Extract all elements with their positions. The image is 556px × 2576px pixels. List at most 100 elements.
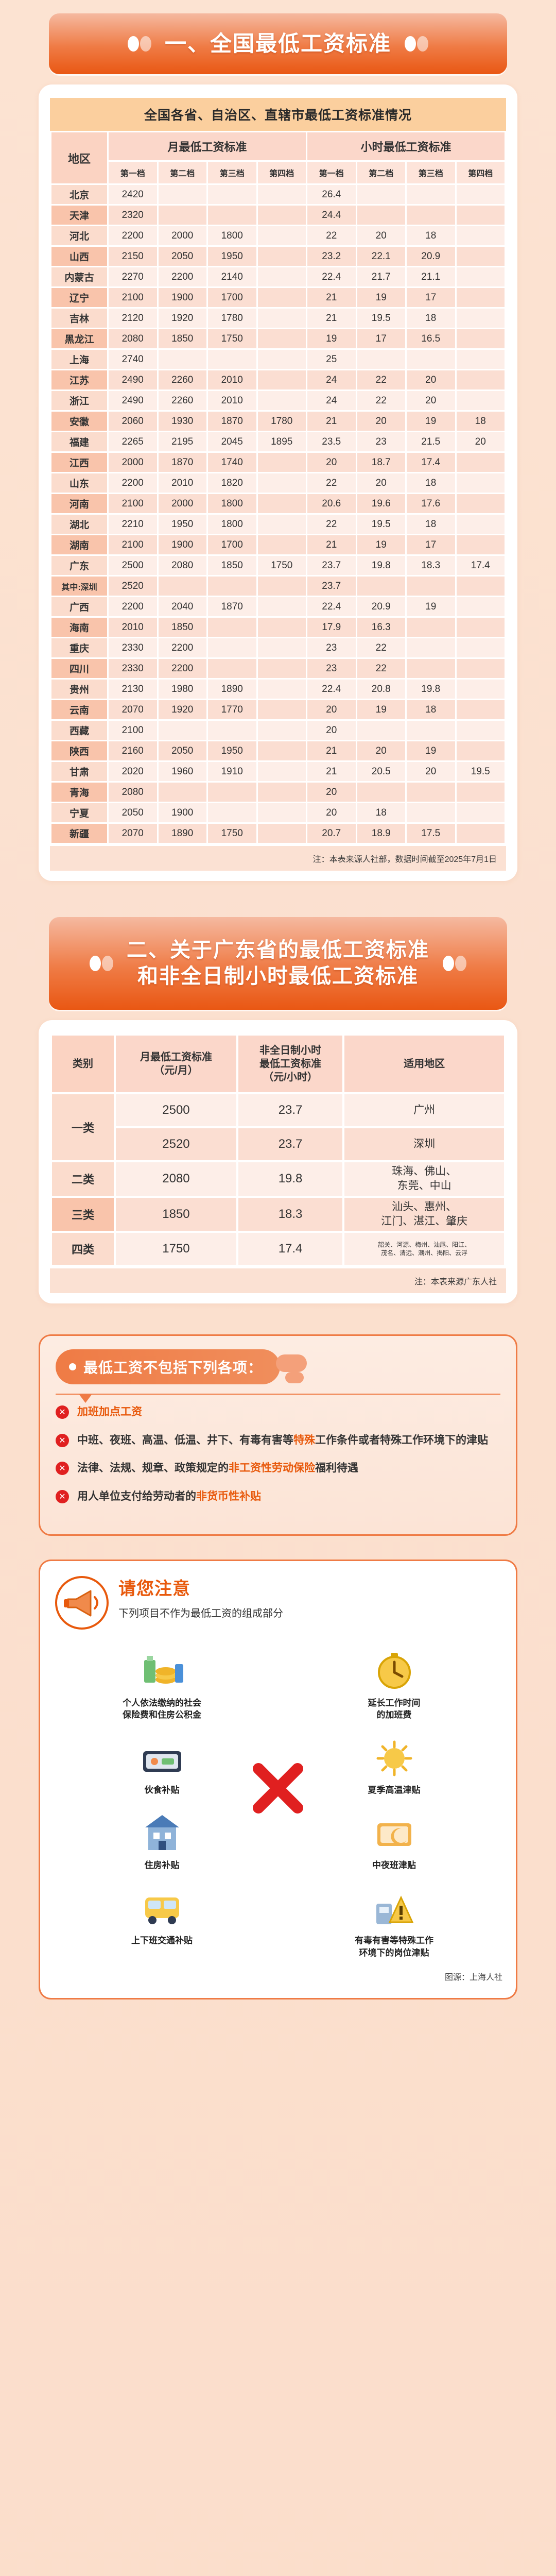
row-region: 黑龙江 — [51, 329, 107, 348]
cell-monthly-tier-4: 1780 — [257, 412, 306, 431]
cell-monthly-tier-2: 2050 — [158, 741, 206, 760]
national-table-note: 注：本表来源人社部，数据时间截至2025年7月1日 — [50, 846, 506, 871]
exclusion-text: 法律、法规、规章、政策规定的非工资性劳动保险福利待遇 — [77, 1462, 358, 1475]
row-region: 上海 — [51, 350, 107, 369]
table-row: 广西 2200 2040 1870 22.4 20.9 19 — [51, 597, 505, 616]
gd-col-monthly: 月最低工资标准 （元/月） — [116, 1036, 236, 1092]
table-row: 湖北 2210 1950 1800 22 19.5 18 — [51, 515, 505, 534]
table-row: 辽宁 2100 1900 1700 21 19 17 — [51, 288, 505, 307]
cell-hourly-tier-3 — [407, 638, 455, 657]
cell-monthly-tier-1: 2130 — [109, 680, 157, 699]
cell-monthly-tier-4 — [257, 515, 306, 534]
cell-hourly-tier-3 — [407, 659, 455, 678]
row-region: 贵州 — [51, 680, 107, 699]
cell-monthly-tier-2: 2200 — [158, 659, 206, 678]
cell-monthly-tier-3: 1740 — [208, 453, 256, 472]
notice-item: 有毒有害等特殊工作 环境下的岗位津贴 — [286, 1881, 502, 1959]
cell-hourly-tier-1: 17.9 — [307, 618, 356, 637]
row-region: 湖南 — [51, 535, 107, 554]
cell-monthly-tier-4 — [257, 638, 306, 657]
cell-monthly-tier-1: 2150 — [109, 247, 157, 266]
meal-icon — [54, 1731, 270, 1780]
national-table-caption: 全国各省、自治区、直辖市最低工资标准情况 — [50, 98, 506, 131]
cell-hourly-tier-3: 19 — [407, 597, 455, 616]
cell-hourly-tier-3: 18.3 — [407, 556, 455, 575]
cell-monthly-tier-3 — [208, 618, 256, 637]
cell-hourly-tier-2 — [357, 577, 405, 596]
cell-monthly-tier-3 — [208, 185, 256, 204]
row-region: 湖北 — [51, 515, 107, 534]
cell-hourly-tier-2: 18 — [357, 803, 405, 822]
cell-monthly-tier-1: 2490 — [109, 391, 157, 410]
notice-item: 夏季高温津贴 — [286, 1731, 502, 1797]
notice-subtitle: 下列项目不作为最低工资的组成部分 — [118, 1607, 283, 1619]
cell-hourly-tier-3: 17.6 — [407, 494, 455, 513]
national-table-card: 全国各省、自治区、直辖市最低工资标准情况 地区 月最低工资标准 小时最低工资标准… — [39, 84, 517, 881]
table-row: 西藏 2100 20 — [51, 721, 505, 740]
cell-hourly-tier-1: 23.2 — [307, 247, 356, 266]
table-row: 云南 2070 1920 1770 20 19 18 — [51, 700, 505, 719]
row-region: 新疆 — [51, 824, 107, 843]
cell-monthly-tier-4 — [257, 185, 306, 204]
cell-monthly-tier-4 — [257, 288, 306, 307]
cell-monthly-tier-4 — [257, 391, 306, 410]
cell-hourly-tier-4 — [456, 453, 505, 472]
cell-monthly-tier-1: 2060 — [109, 412, 157, 431]
cell-hourly-tier-2: 19 — [357, 288, 405, 307]
section-1-title: 一、全国最低工资标准 — [164, 31, 391, 56]
section-1-banner: 一、全国最低工资标准 — [49, 13, 507, 74]
cell-hourly-tier-2: 20 — [357, 473, 405, 493]
row-region: 重庆 — [51, 638, 107, 657]
cell-monthly-tier-4 — [257, 824, 306, 843]
cell-hourly-tier-3: 16.5 — [407, 329, 455, 348]
row-region: 吉林 — [51, 309, 107, 328]
cell-hourly-tier-4 — [456, 206, 505, 225]
cell-monthly-tier-1: 2200 — [109, 226, 157, 245]
table-row: 江西 2000 1870 1740 20 18.7 17.4 — [51, 453, 505, 472]
cell-hourly-tier-4 — [456, 370, 505, 389]
cell-monthly-tier-1: 2210 — [109, 515, 157, 534]
cell-hourly-tier-4 — [456, 824, 505, 843]
cell-monthly-tier-2: 1890 — [158, 824, 206, 843]
cell-monthly-tier-4 — [257, 267, 306, 286]
cell-monthly-tier-3 — [208, 350, 256, 369]
exclusion-text: 用人单位支付给劳动者的非货币性补贴 — [77, 1490, 261, 1503]
exclusion-text: 加班加点工资 — [77, 1406, 142, 1418]
cell-hourly-tier-3: 20 — [407, 370, 455, 389]
cell-monthly-tier-4 — [257, 535, 306, 554]
table-row: 贵州 2130 1980 1890 22.4 20.8 19.8 — [51, 680, 505, 699]
cell-monthly-tier-1: 2270 — [109, 267, 157, 286]
cell-hourly: 23.7 — [238, 1094, 343, 1126]
cell-hourly-tier-2: 17 — [357, 329, 405, 348]
cell-hourly-tier-1: 21 — [307, 309, 356, 328]
cell-monthly-tier-4 — [257, 247, 306, 266]
row-region: 辽宁 — [51, 288, 107, 307]
exclusion-item: ✕ 法律、法规、规章、政策规定的非工资性劳动保险福利待遇 — [56, 1460, 500, 1477]
cell-hourly-tier-3: 17 — [407, 535, 455, 554]
cell-monthly-tier-1: 2330 — [109, 638, 157, 657]
cell-monthly-tier-3: 2140 — [208, 267, 256, 286]
cell-hourly-tier-3: 17.5 — [407, 824, 455, 843]
table-row: 宁夏 2050 1900 20 18 — [51, 803, 505, 822]
cell-hourly-tier-2: 22 — [357, 659, 405, 678]
notice-item-label: 中夜班津贴 — [372, 1860, 416, 1870]
cell-hourly-tier-2: 20 — [357, 741, 405, 760]
row-region: 山东 — [51, 473, 107, 493]
notice-item: 延长工作时间 的加班费 — [286, 1643, 502, 1722]
cell-hourly-tier-4 — [456, 577, 505, 596]
cell-hourly-tier-3: 21.1 — [407, 267, 455, 286]
x-circle-icon: ✕ — [56, 1405, 69, 1419]
cell-hourly-tier-2: 22 — [357, 370, 405, 389]
cell-category: 二类 — [52, 1162, 114, 1196]
table-row: 安徽 2060 1930 1870 1780 21 20 19 18 — [51, 412, 505, 431]
cell-monthly-tier-3: 2010 — [208, 370, 256, 389]
cell-hourly-tier-2: 21.7 — [357, 267, 405, 286]
cell-monthly-tier-1: 2080 — [109, 783, 157, 802]
notice-item-label: 住房补贴 — [144, 1860, 180, 1870]
exclusion-item: ✕ 中班、夜班、高温、低温、井下、有毒有害等特殊工作条件或者特殊工作环境下的津贴 — [56, 1432, 500, 1449]
cell-hourly-tier-2: 19 — [357, 700, 405, 719]
table-row: 河南 2100 2000 1800 20.6 19.6 17.6 — [51, 494, 505, 513]
row-region: 其中:深圳 — [51, 577, 107, 596]
cell-hourly-tier-4 — [456, 473, 505, 493]
table-row: 河北 2200 2000 1800 22 20 18 — [51, 226, 505, 245]
